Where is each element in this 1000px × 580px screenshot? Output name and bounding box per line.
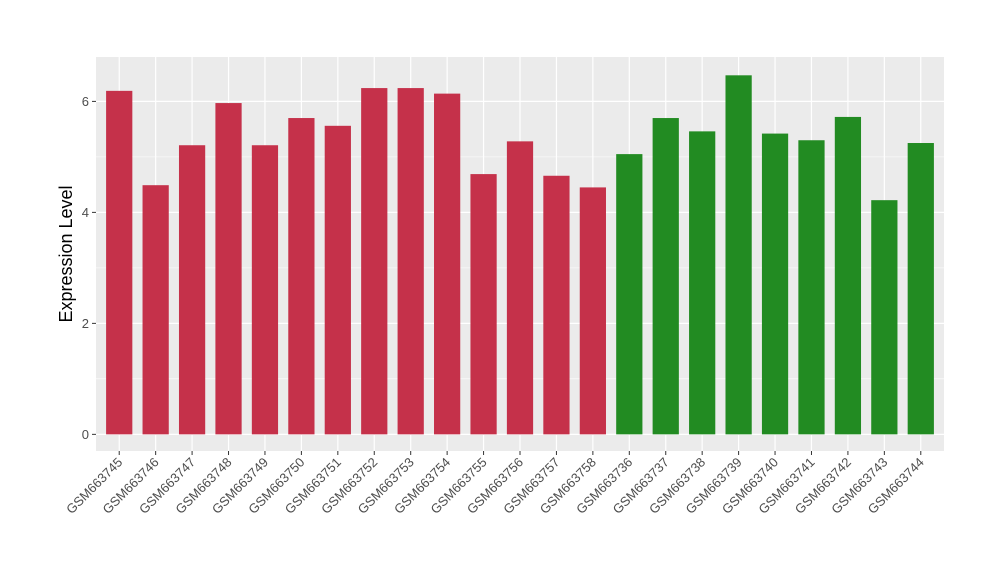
bar-GSM663738 xyxy=(689,131,716,435)
bar-GSM663758 xyxy=(579,187,606,435)
bar-GSM663741 xyxy=(798,140,825,435)
y-tick-label: 2 xyxy=(82,316,89,331)
bar-GSM663739 xyxy=(725,75,752,435)
bar-GSM663752 xyxy=(361,88,388,435)
bar-GSM663742 xyxy=(834,116,862,435)
y-axis: 0 2 4 6 xyxy=(82,94,96,442)
bar-GSM663743 xyxy=(871,200,898,435)
bar-GSM663745 xyxy=(106,90,133,435)
bar-GSM663754 xyxy=(434,93,461,435)
bar-GSM663750 xyxy=(288,118,315,435)
y-tick-label: 0 xyxy=(82,427,89,442)
bar-GSM663749 xyxy=(251,145,279,435)
bar-GSM663748 xyxy=(215,103,242,435)
bar-GSM663737 xyxy=(652,118,679,435)
bar-GSM663751 xyxy=(324,125,351,435)
bar-GSM663755 xyxy=(470,174,497,435)
bar-GSM663740 xyxy=(761,133,789,435)
x-axis: GSM663745GSM663746GSM663747GSM663748GSM6… xyxy=(63,451,927,517)
bar-GSM663747 xyxy=(178,145,206,435)
bar-GSM663736 xyxy=(616,154,643,435)
bar-GSM663756 xyxy=(506,141,534,435)
bar-GSM663757 xyxy=(543,175,570,435)
bar-GSM663753 xyxy=(397,88,424,435)
bar-GSM663744 xyxy=(907,143,934,435)
bar-GSM663746 xyxy=(142,185,169,435)
bars xyxy=(106,75,934,435)
y-tick-label: 4 xyxy=(82,205,89,220)
y-tick-label: 6 xyxy=(82,94,89,109)
y-axis-title: Expression Level xyxy=(56,185,76,322)
